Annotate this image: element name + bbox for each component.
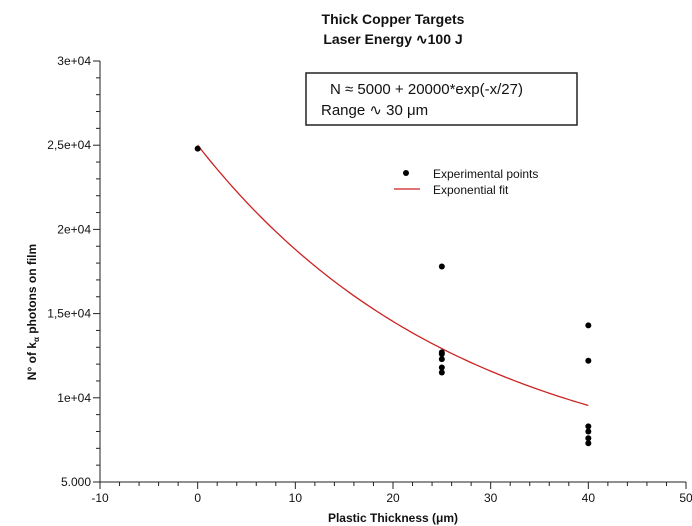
y-axis-title-suffix: photons on film	[25, 244, 39, 337]
data-point	[585, 435, 592, 442]
data-point	[438, 356, 445, 363]
y-tick-label: 1,5e+04	[47, 307, 91, 321]
data-point	[585, 440, 592, 447]
annotation-frame	[305, 72, 578, 126]
data-point	[438, 263, 445, 270]
data-point	[585, 428, 592, 435]
y-tick-label: 2,5e+04	[47, 138, 91, 152]
annotation-line-2: Range ∿ 30 μm	[321, 102, 428, 119]
chart-title: Thick Copper Targets	[322, 11, 465, 27]
data-point	[438, 364, 445, 371]
data-point	[194, 145, 201, 152]
x-tick-label: 50	[679, 491, 692, 505]
x-tick-label: 10	[289, 491, 303, 505]
legend-label-experimental: Experimental points	[433, 167, 538, 181]
data-point	[585, 322, 592, 329]
ticks: -10 0 10 20 30 40 50 5.000 1e+04 1,5e+04 2e+04 2,5e…	[47, 54, 692, 505]
y-axis-title: N° of kα photons on film	[25, 244, 41, 380]
x-tick-label: 40	[582, 491, 596, 505]
legend: Experimental points Exponential fit	[385, 163, 569, 203]
x-tick-label: 20	[386, 491, 400, 505]
legend-box	[385, 163, 569, 203]
x-tick-label: 30	[484, 491, 498, 505]
data-point	[438, 369, 445, 376]
data-point	[438, 351, 445, 358]
y-axis-title-prefix: N° of k	[25, 342, 39, 380]
y-tick-label: 5.000	[61, 475, 91, 489]
y-tick-label: 1e+04	[57, 391, 91, 405]
fit-curve	[197, 144, 589, 407]
y-tick-label: 3e+04	[57, 54, 91, 68]
data-point	[585, 357, 592, 364]
x-tick-label: -10	[91, 491, 109, 505]
annotation-box: N ≈ 5000 + 20000*exp(-x/27) Range ∿ 30 μ…	[305, 72, 578, 126]
data-point	[585, 423, 592, 430]
annotation-line-1: N ≈ 5000 + 20000*exp(-x/27)	[330, 81, 523, 98]
chart-subtitle: Laser Energy ∿100 J	[323, 31, 462, 47]
x-axis-title: Plastic Thickness (μm)	[328, 511, 458, 525]
marks	[194, 144, 592, 447]
legend-marker-experimental	[403, 170, 409, 176]
x-tick-label: 0	[194, 491, 201, 505]
legend-label-fit: Exponential fit	[433, 183, 509, 197]
y-axis-title-sub: α	[32, 337, 41, 342]
y-tick-label: 2e+04	[57, 222, 91, 236]
